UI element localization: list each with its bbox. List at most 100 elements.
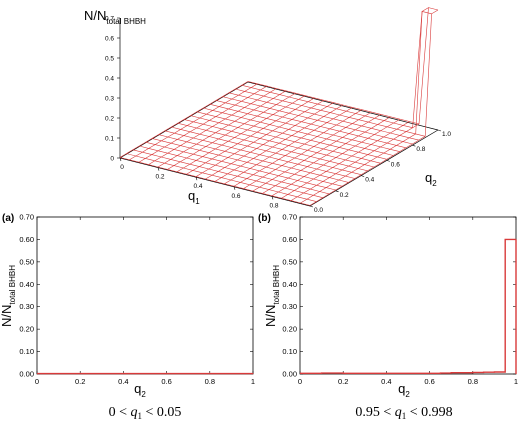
panel-a-frame — [36, 216, 254, 375]
panel-b-frame — [299, 216, 517, 375]
surface-z-tick-label: 0.6 — [105, 36, 114, 43]
panel-a-x-tick-label: 0.6 — [161, 377, 171, 386]
surface-grid-line — [139, 145, 330, 195]
panel-b-x-tick-label: 0.4 — [381, 377, 391, 386]
panel-b-y-tick-label: 0.10 — [282, 347, 297, 356]
surface-y-tick — [386, 160, 390, 162]
panel-b-series — [300, 238, 517, 374]
panel-a-x-tick-label: 0.4 — [118, 377, 128, 386]
panel-b-y-tick-label: 0.60 — [282, 235, 297, 244]
panel-a-y-tick-label: 0.70 — [19, 213, 34, 222]
surface-grid-line — [241, 11, 432, 129]
surface-y-tick-label: 1.0 — [442, 131, 451, 138]
surface-y-tick-label: 0.4 — [365, 177, 374, 184]
panel-b-y-tick-label: 0.30 — [282, 302, 297, 311]
surface-ticks: 0 0.1 0.2 0.3 0.4 0.5 0.6 0.7 0 0.2 0.4 0.6 0.8 0.0 0.… — [105, 16, 451, 215]
surface-back-edge — [247, 81, 439, 131]
panel-a-x-tick-label: 0.2 — [75, 377, 85, 386]
surface-x-tick-label: 0 — [120, 164, 124, 171]
surface-y-tick-label: 0.8 — [416, 146, 425, 153]
surface-wireframe — [119, 7, 439, 206]
surface-grid-line — [145, 141, 336, 191]
surface-grid-line — [126, 153, 317, 202]
panel-a: (a) 0.00 0.10 0.20 0.30 0.40 0.50 0.60 0.70 0 0.2… — [0, 213, 255, 421]
panel-a-y-tick-label: 0.20 — [19, 325, 34, 334]
surface-x-tick — [195, 177, 198, 181]
surface-grid-line — [209, 103, 400, 152]
panel-b-y-tick-label: 0.00 — [282, 370, 297, 379]
surface-grid-line — [183, 119, 375, 168]
panel-b: (b) 0.00 0.10 0.20 0.30 0.40 0.50 0.60 0.70 0 0.2… — [258, 213, 518, 421]
surface-z-axis-label: N/Ntotal BHBH — [84, 8, 146, 26]
surface-y-tick — [335, 190, 339, 193]
surface-grid-line — [151, 138, 343, 187]
panel-b-x-tick-label: 0.8 — [468, 377, 478, 386]
surface-plot: 0 0.1 0.2 0.3 0.4 0.5 0.6 0.7 0 0.2 0.4 0.6 0.8 0.0 0.… — [84, 7, 451, 215]
surface-y-tick-label: 0.6 — [391, 161, 400, 168]
surface-z-tick-label: 0 — [110, 156, 114, 163]
surface-y-tick — [412, 144, 416, 147]
surface-grid-line — [228, 92, 419, 141]
panel-b-y-tick-label: 0.50 — [282, 257, 297, 266]
panel-b-x-tick-label: 0.2 — [338, 377, 348, 386]
surface-y-tick — [361, 175, 365, 177]
surface-grid-line — [215, 100, 407, 149]
surface-grid-line — [158, 134, 349, 183]
panel-a-x-tick-label: 0 — [35, 377, 39, 386]
panel-b-ticks: 0.00 0.10 0.20 0.30 0.40 0.50 0.60 0.70 0 0.2 0.4 0… — [282, 213, 518, 387]
panel-a-y-axis-label: N/Ntotal BHBH — [0, 265, 17, 327]
surface-z-tick-label: 0.7 — [105, 16, 114, 23]
surface-grid-line — [132, 149, 323, 198]
panel-b-series-line — [300, 238, 516, 374]
panel-a-x-tick-label: 0.8 — [205, 377, 215, 386]
surface-grid-line — [203, 107, 394, 156]
panel-b-caption: 0.95 < q1 < 0.998 — [355, 405, 452, 421]
surface-y-axis-label: q2 — [425, 170, 437, 188]
panel-b-x-axis-label: q2 — [398, 381, 410, 399]
panel-a-y-tick-label: 0.00 — [19, 370, 34, 379]
surface-z-tick-label: 0.4 — [105, 76, 114, 83]
panel-b-y-tick-label: 0.20 — [282, 325, 297, 334]
surface-y-tick-label: 0.2 — [340, 192, 349, 199]
panel-b-x-tick-label: 1 — [514, 377, 518, 386]
panel-b-y-tick-label: 0.40 — [282, 280, 297, 289]
panel-b-label: (b) — [258, 213, 271, 224]
surface-z-tick-label: 0.2 — [105, 116, 114, 123]
panel-b-y-tick-label: 0.70 — [282, 213, 297, 222]
surface-grid-line — [171, 126, 362, 175]
panel-a-ticks: 0.00 0.10 0.20 0.30 0.40 0.50 0.60 0.70 0 0.2 0.4 0… — [19, 213, 255, 387]
panel-b-y-axis-label: N/Ntotal BHBH — [263, 265, 281, 327]
panel-a-x-tick-label: 1 — [251, 377, 255, 386]
surface-grid-line — [196, 111, 387, 160]
surface-grid-line — [222, 96, 413, 145]
surface-y-axis-line — [309, 129, 439, 207]
panel-a-y-tick-label: 0.60 — [19, 235, 34, 244]
surface-x-tick-label: 0.6 — [231, 193, 240, 200]
panel-b-x-tick-label: 0 — [298, 377, 302, 386]
surface-grid-line — [119, 157, 311, 206]
panel-a-caption: 0 < q1 < 0.05 — [109, 405, 182, 421]
surface-x-tick — [157, 167, 160, 171]
panel-a-y-tick-label: 0.30 — [19, 302, 34, 311]
surface-grid-line — [247, 7, 439, 125]
surface-back-edge — [119, 81, 249, 159]
surface-y-tick-label: 0.0 — [314, 207, 323, 214]
surface-x-axis-label: q1 — [188, 188, 200, 206]
surface-grid-line — [177, 122, 368, 172]
surface-z-tick-label: 0.3 — [105, 96, 114, 103]
surface-grid-line — [164, 130, 355, 179]
surface-x-tick-label: 0.2 — [155, 174, 164, 181]
surface-x-tick-label: 0.4 — [193, 183, 202, 190]
surface-grid-line — [190, 115, 381, 164]
surface-grid-line — [235, 88, 426, 137]
surface-x-tick — [271, 196, 274, 200]
surface-z-tick-label: 0.1 — [105, 136, 114, 143]
panel-a-y-tick-label: 0.40 — [19, 280, 34, 289]
surface-y-tick — [437, 129, 442, 132]
panel-a-y-tick-label: 0.10 — [19, 347, 34, 356]
panel-a-label: (a) — [2, 213, 14, 224]
surface-y-tick — [309, 205, 314, 208]
surface-z-tick-label: 0.5 — [105, 56, 114, 63]
panel-a-x-axis-label: q2 — [134, 381, 146, 399]
